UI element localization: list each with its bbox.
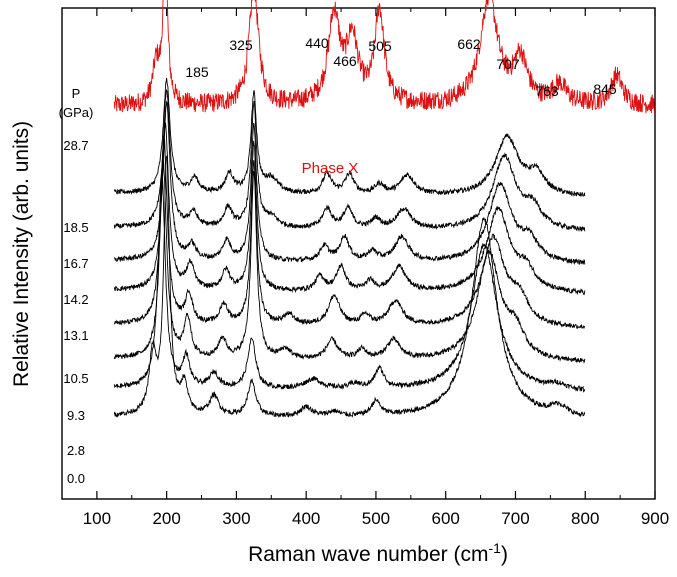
x-tick-label-400: 400 [292, 509, 320, 528]
x-ticks: 100 200 300 400 500 600 700 800 900 [61, 8, 669, 528]
y-axis-title: Relative Intensity (arb. units) [10, 121, 33, 387]
x-tick-label-900: 900 [641, 509, 669, 528]
x-tick-label-600: 600 [432, 509, 460, 528]
x-tick-label-800: 800 [571, 509, 599, 528]
x-tick-label-100: 100 [83, 509, 111, 528]
peak-label-325: 325 [229, 37, 253, 53]
x-tick-label-500: 500 [362, 509, 390, 528]
x-axis-title-end: ) [501, 543, 508, 566]
phase-x-label: Phase X [302, 160, 359, 177]
x-axis-title-main: Raman wave number (cm [248, 543, 488, 566]
plot-frame [61, 7, 656, 500]
peak-label-763: 763 [535, 83, 559, 99]
spectra-layer [113, 0, 656, 418]
peak-label-440: 440 [305, 35, 329, 51]
x-tick-label-300: 300 [222, 509, 250, 528]
pressure-label-14.2: 14.2 [63, 292, 88, 307]
pressure-label-9.3: 9.3 [67, 408, 85, 423]
spectrum-18.5 [113, 77, 586, 197]
pressure-header: P [72, 86, 81, 101]
pressure-label-0.0: 0.0 [67, 471, 85, 486]
x-tick-label-700: 700 [501, 509, 529, 528]
x-axis-title: Raman wave number (cm-1) [248, 540, 508, 566]
spectrum-14.2 [113, 100, 586, 265]
peak-label-505: 505 [368, 38, 392, 54]
spectrum-28.7 [113, 0, 656, 114]
spectrum-10.5 [113, 135, 586, 330]
pressure-unit: (GPa) [59, 105, 94, 120]
spectrum-16.7 [113, 88, 586, 233]
peak-label-185: 185 [185, 64, 209, 80]
peak-label-845: 845 [593, 81, 617, 97]
pressure-label-13.1: 13.1 [63, 328, 88, 343]
pressure-label-18.5: 18.5 [63, 220, 88, 235]
pressure-label-2.8: 2.8 [67, 443, 85, 458]
spectrum-13.1 [113, 122, 586, 296]
annotations: 185 325 440 466 505 662 707 763 845 P (G… [59, 35, 617, 486]
pressure-label-10.5: 10.5 [63, 371, 88, 386]
spectrum-2.8 [113, 172, 586, 393]
pressure-label-16.7: 16.7 [63, 256, 88, 271]
spectrum-9.3 [113, 159, 586, 364]
peak-label-662: 662 [457, 36, 481, 52]
spectrum-0.0 [113, 154, 586, 418]
peak-label-466: 466 [333, 53, 357, 69]
peak-label-707: 707 [496, 56, 520, 72]
x-axis-title-sup: -1 [488, 540, 501, 556]
pressure-label-28.7: 28.7 [63, 138, 88, 153]
x-tick-label-200: 200 [152, 509, 180, 528]
